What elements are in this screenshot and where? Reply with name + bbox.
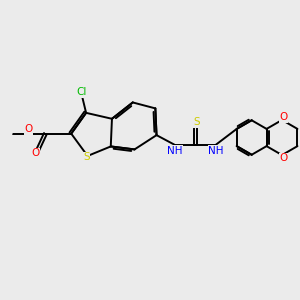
Text: O: O: [12, 133, 14, 134]
Text: NH: NH: [167, 146, 182, 156]
Text: O: O: [279, 153, 287, 163]
Text: O: O: [32, 148, 40, 158]
Text: Cl: Cl: [76, 87, 87, 97]
Text: O: O: [279, 112, 287, 122]
Text: O: O: [25, 124, 33, 134]
Text: S: S: [194, 117, 200, 127]
Text: NH: NH: [208, 146, 224, 156]
Text: S: S: [83, 152, 90, 162]
